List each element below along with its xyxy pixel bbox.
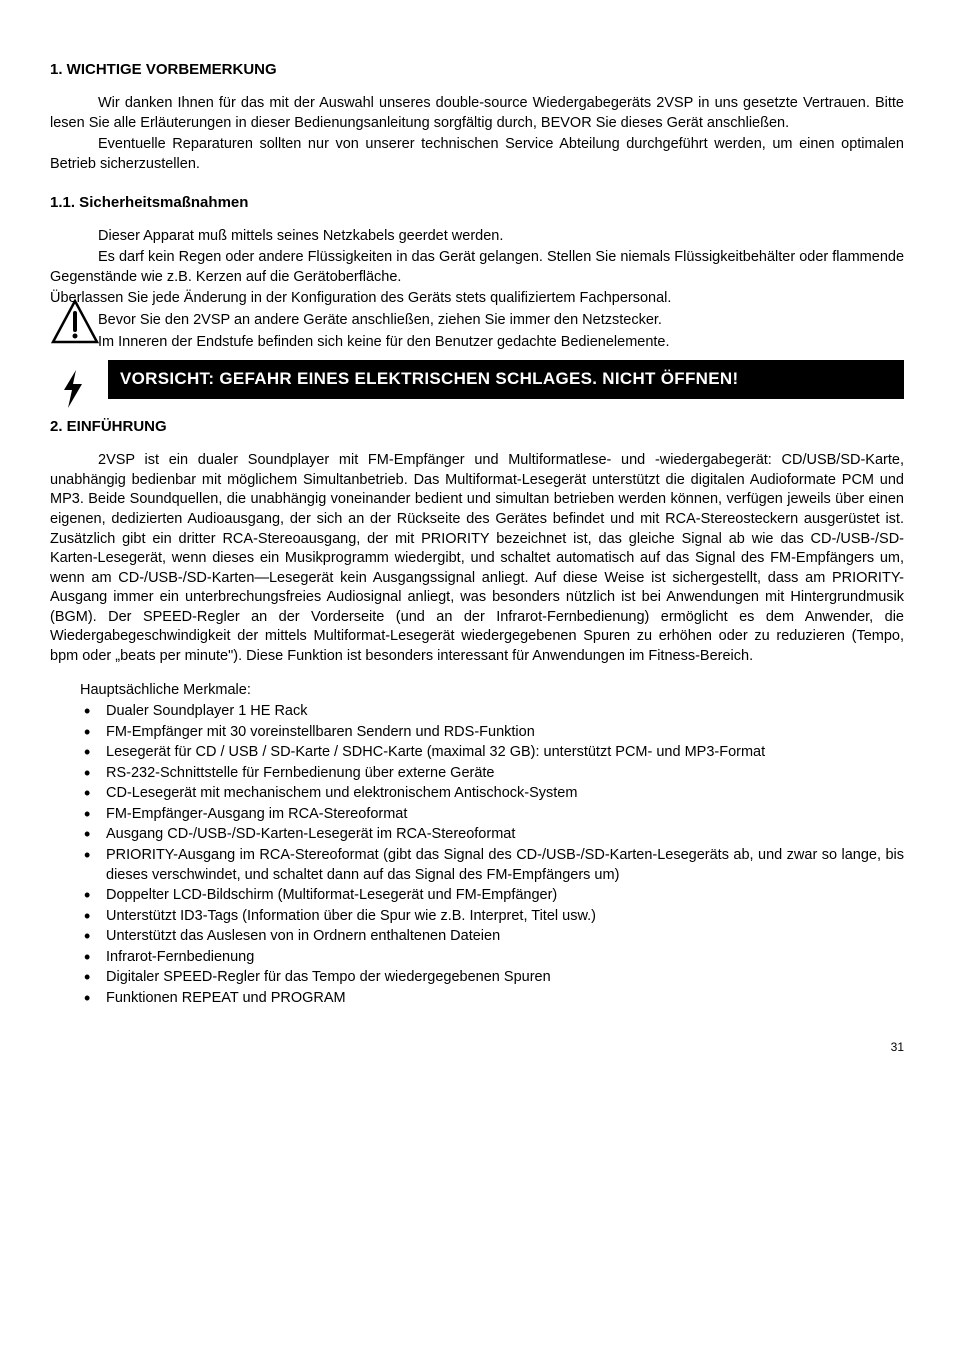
section-1-heading: 1. WICHTIGE VORBEMERKUNG (50, 60, 904, 80)
page-number: 31 (50, 1039, 904, 1055)
feature-item: Dualer Soundplayer 1 HE Rack (80, 702, 904, 722)
safety-paragraph-block: Dieser Apparat muß mittels seines Netzka… (50, 227, 904, 352)
intro-paragraph-2: Eventuelle Reparaturen sollten nur von u… (50, 135, 904, 174)
feature-item: Infrarot-Fernbedienung (80, 948, 904, 968)
intro-paragraph-group: Wir danken Ihnen für das mit der Auswahl… (50, 94, 904, 174)
feature-item: RS-232-Schnittstelle für Fernbedienung ü… (80, 764, 904, 784)
warning-banner-wrapper: VORSICHT: GEFAHR EINES ELEKTRISCHEN SCHL… (50, 360, 904, 399)
feature-item: FM-Empfänger-Ausgang im RCA-Stereoformat (80, 805, 904, 825)
safety-line-1: Dieser Apparat muß mittels seines Netzka… (50, 227, 904, 247)
safety-line-3: Überlassen Sie jede Änderung in der Konf… (50, 289, 904, 309)
section-2-heading: 2. EINFÜHRUNG (50, 417, 904, 437)
warning-banner-text: VORSICHT: GEFAHR EINES ELEKTRISCHEN SCHL… (108, 360, 904, 399)
feature-item: CD-Lesegerät mit mechanischem und elektr… (80, 784, 904, 804)
feature-item: Unterstützt das Auslesen von in Ordnern … (80, 927, 904, 947)
feature-item: Lesegerät für CD / USB / SD-Karte / SDHC… (80, 743, 904, 763)
safety-line-2: Es darf kein Regen oder andere Flüssigke… (50, 248, 904, 287)
subsection-1-1-heading: 1.1. Sicherheitsmaßnahmen (50, 193, 904, 213)
warning-triangle-icon (50, 298, 100, 355)
features-list: Dualer Soundplayer 1 HE Rack FM-Empfänge… (80, 702, 904, 1008)
feature-item: FM-Empfänger mit 30 voreinstellbaren Sen… (80, 723, 904, 743)
feature-item: Doppelter LCD-Bildschirm (Multiformat-Le… (80, 886, 904, 906)
feature-item: Digitaler SPEED-Regler für das Tempo der… (80, 968, 904, 988)
safety-line-4: Bevor Sie den 2VSP an andere Geräte ansc… (50, 311, 904, 331)
lightning-bolt-icon (58, 368, 88, 417)
feature-item: PRIORITY-Ausgang im RCA-Stereoformat (gi… (80, 846, 904, 885)
safety-line-5: Im Inneren der Endstufe befinden sich ke… (50, 333, 904, 353)
feature-item: Unterstützt ID3-Tags (Information über d… (80, 907, 904, 927)
features-title: Hauptsächliche Merkmale: (80, 681, 904, 701)
feature-item: Ausgang CD-/USB-/SD-Karten-Lesegerät im … (80, 825, 904, 845)
section-2-paragraph: 2VSP ist ein dualer Soundplayer mit FM-E… (50, 451, 904, 666)
intro-paragraph-1: Wir danken Ihnen für das mit der Auswahl… (50, 94, 904, 133)
feature-item: Funktionen REPEAT und PROGRAM (80, 989, 904, 1009)
